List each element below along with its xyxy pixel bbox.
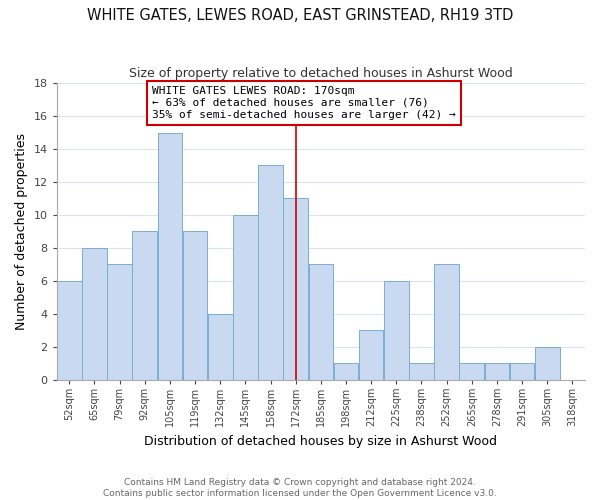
Bar bbox=[485, 363, 509, 380]
Bar bbox=[460, 363, 484, 380]
Bar bbox=[208, 314, 233, 380]
Y-axis label: Number of detached properties: Number of detached properties bbox=[15, 133, 28, 330]
Title: Size of property relative to detached houses in Ashurst Wood: Size of property relative to detached ho… bbox=[129, 68, 513, 80]
Bar bbox=[334, 363, 358, 380]
Bar bbox=[258, 166, 283, 380]
Bar bbox=[233, 215, 258, 380]
Bar bbox=[359, 330, 383, 380]
Bar bbox=[158, 132, 182, 380]
Bar bbox=[434, 264, 459, 380]
Text: Contains HM Land Registry data © Crown copyright and database right 2024.
Contai: Contains HM Land Registry data © Crown c… bbox=[103, 478, 497, 498]
X-axis label: Distribution of detached houses by size in Ashurst Wood: Distribution of detached houses by size … bbox=[145, 434, 497, 448]
Bar bbox=[82, 248, 107, 380]
Bar bbox=[409, 363, 434, 380]
Bar bbox=[535, 347, 560, 380]
Bar bbox=[57, 281, 82, 380]
Bar bbox=[308, 264, 333, 380]
Bar bbox=[183, 232, 208, 380]
Bar bbox=[107, 264, 132, 380]
Text: WHITE GATES, LEWES ROAD, EAST GRINSTEAD, RH19 3TD: WHITE GATES, LEWES ROAD, EAST GRINSTEAD,… bbox=[87, 8, 513, 22]
Bar bbox=[510, 363, 535, 380]
Bar bbox=[133, 232, 157, 380]
Bar bbox=[384, 281, 409, 380]
Bar bbox=[283, 198, 308, 380]
Text: WHITE GATES LEWES ROAD: 170sqm
← 63% of detached houses are smaller (76)
35% of : WHITE GATES LEWES ROAD: 170sqm ← 63% of … bbox=[152, 86, 456, 120]
